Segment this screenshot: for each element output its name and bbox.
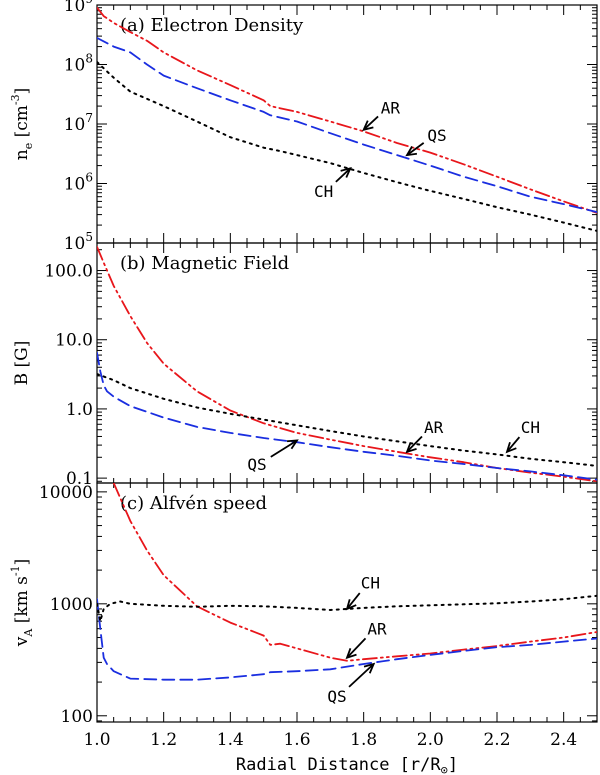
panel-title: (a) Electron Density — [120, 15, 304, 36]
annotation-arrowhead — [362, 120, 374, 132]
y-tick-label: 105 — [64, 230, 93, 254]
annotation-arrowhead — [405, 146, 418, 157]
annotation-arrow — [270, 439, 298, 458]
annotation-arrowhead — [345, 599, 357, 611]
series-ch-line — [97, 594, 597, 623]
annotation-arrow — [363, 115, 379, 131]
panel-magnetic-field: 0.1 1.0 10.0 100.0 B [G] (b) Magnetic Field AR… — [12, 242, 598, 489]
panel-title: (b) Magnetic Field — [120, 253, 289, 274]
x-tick-label: 2.2 — [483, 730, 510, 750]
panel-electron-density: 105 106 107 108 109 ne [cm-3] (a) Electron Den… — [9, 0, 598, 254]
series-qs-line — [97, 598, 597, 681]
plot-frame — [96, 482, 598, 723]
annotation-arrowhead — [363, 662, 376, 674]
series-ar-line — [112, 483, 597, 662]
y-tick-label: 108 — [64, 52, 93, 76]
y-tick-label: 109 — [64, 0, 93, 16]
annotation-arrow — [348, 663, 375, 688]
annotation-arrowhead — [405, 442, 417, 454]
x-tick-label: 1.0 — [83, 730, 110, 750]
series-ar-line — [97, 245, 597, 483]
annotation-arrow — [506, 436, 521, 453]
x-axis-label: Radial Distance [r/R⊙] — [236, 755, 458, 775]
y-tick-label: 100 — [61, 707, 93, 727]
annotation-qs-label: QS — [427, 126, 446, 145]
series-qs-line — [97, 37, 597, 214]
annotation-ch-label: CH — [361, 574, 380, 593]
annotation-arrowhead — [340, 166, 352, 178]
y-tick-label: 1.0 — [66, 400, 93, 420]
y-tick-label: 0.1 — [66, 469, 93, 489]
plot-frame — [96, 4, 598, 244]
annotation-arrow — [406, 142, 425, 156]
y-tick-label: 10.0 — [55, 331, 93, 351]
panel-title: (c) Alfvén speed — [120, 493, 267, 514]
annotation-arrowhead — [345, 648, 357, 660]
panel-alfven-speed: 100 1000 10000 vA [km s-1] (c) Alfvén speed C… — [9, 482, 598, 727]
annotation-arrowhead — [505, 441, 517, 454]
annotation-arrow — [346, 637, 367, 659]
annotation-arrow — [406, 435, 423, 453]
annotation-arrow — [346, 592, 361, 610]
x-tick-label: 2.0 — [417, 730, 444, 750]
series-ar-line — [97, 6, 597, 214]
y-tick-label: 107 — [64, 111, 93, 135]
x-tick-label: 1.4 — [217, 730, 244, 750]
annotation-ch-label: CH — [521, 418, 540, 437]
plot-frame — [96, 242, 598, 484]
annotation-ar-label: AR — [381, 98, 401, 117]
x-tick-label: 1.2 — [150, 730, 177, 750]
annotation-qs-label: QS — [247, 455, 266, 474]
x-tick-label: 1.6 — [283, 730, 310, 750]
y-axis-label: vA [km s-1] — [9, 559, 35, 648]
y-tick-label: 106 — [64, 171, 93, 195]
series-ch-line — [97, 61, 597, 232]
x-axis: 1.0 1.2 1.4 1.6 1.8 2.0 2.2 2.4 Radial Distance … — [83, 730, 577, 775]
annotation-ar-label: AR — [367, 620, 387, 639]
series-qs-line — [97, 351, 597, 481]
annotation-arrow — [335, 167, 351, 183]
x-tick-label: 2.4 — [550, 730, 577, 750]
annotation-arrowhead — [286, 439, 299, 450]
y-tick-label: 100.0 — [44, 262, 93, 282]
y-tick-label: 10000 — [39, 483, 93, 503]
annotation-ar-label: AR — [424, 418, 444, 437]
y-tick-label: 1000 — [50, 595, 93, 615]
annotation-qs-label: QS — [327, 687, 346, 706]
x-tick-label: 1.8 — [350, 730, 377, 750]
series-ch-line — [97, 373, 597, 467]
annotation-ch-label: CH — [314, 182, 333, 201]
y-axis-label: B [G] — [12, 341, 32, 386]
y-axis-label: ne [cm-3] — [9, 88, 35, 161]
